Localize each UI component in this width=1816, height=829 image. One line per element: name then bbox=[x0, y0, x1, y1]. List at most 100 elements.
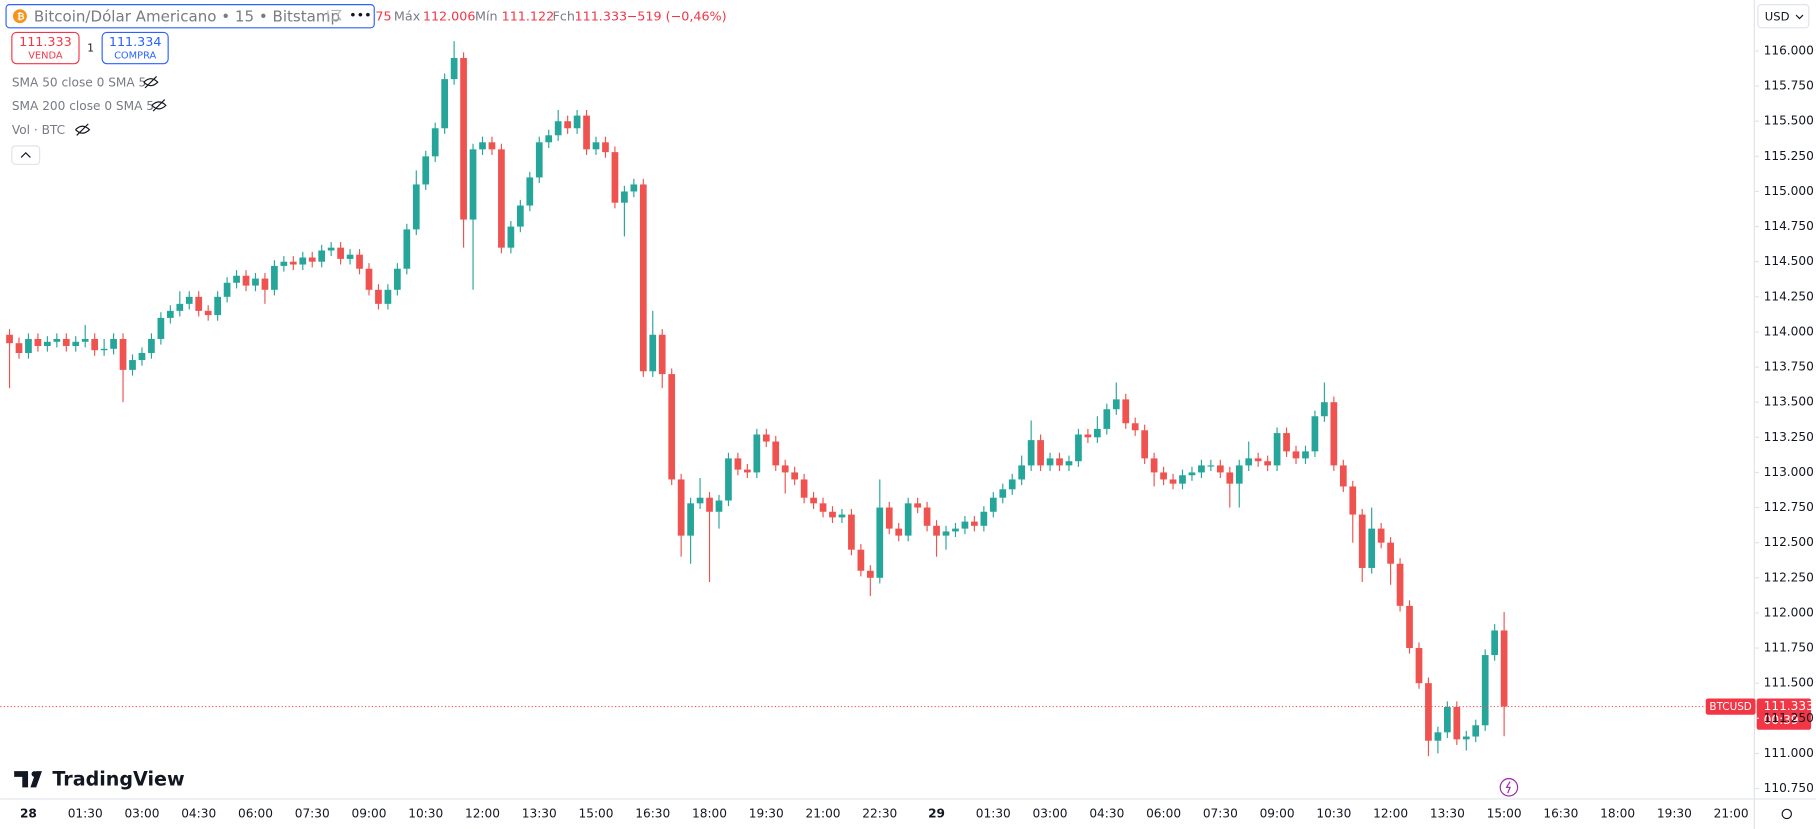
candle-body bbox=[1122, 399, 1130, 424]
candle-body bbox=[573, 115, 581, 129]
candle-body bbox=[658, 334, 666, 375]
candle-body bbox=[1472, 725, 1480, 737]
candle-body bbox=[1046, 458, 1054, 466]
candle-body bbox=[602, 142, 609, 153]
collapse-button[interactable] bbox=[11, 145, 41, 165]
candle-body bbox=[1216, 465, 1224, 473]
candle-body bbox=[829, 511, 836, 518]
candle-body bbox=[630, 184, 638, 192]
x-tick-label: 06:00 bbox=[238, 806, 273, 820]
candle-body bbox=[252, 278, 259, 286]
collapse-icon[interactable] bbox=[20, 152, 31, 158]
buy-label[interactable]: COMPRA bbox=[114, 51, 156, 62]
candle-body bbox=[1415, 648, 1423, 684]
candle-body bbox=[668, 374, 676, 480]
y-tick-label: 112.500 bbox=[1764, 535, 1814, 549]
x-tick-label: 19:30 bbox=[1657, 806, 1692, 820]
y-tick-label: 111.750 bbox=[1764, 641, 1814, 655]
candle-body bbox=[1075, 434, 1082, 462]
candle-body bbox=[791, 472, 799, 480]
candle-body bbox=[308, 257, 316, 262]
indicator-label[interactable]: Vol · BTC bbox=[12, 123, 65, 137]
more-icon[interactable]: ••• bbox=[349, 9, 372, 24]
candle-body bbox=[223, 282, 231, 297]
candle-body bbox=[289, 261, 297, 265]
x-tick-label: 09:00 bbox=[351, 806, 386, 820]
candle-body bbox=[422, 156, 430, 185]
y-tick-label: 112.000 bbox=[1764, 605, 1814, 619]
x-tick-label: 04:30 bbox=[181, 806, 216, 820]
candle-body bbox=[403, 229, 411, 269]
logo-dot bbox=[31, 771, 38, 777]
currency-label[interactable]: USD bbox=[1765, 9, 1790, 23]
candle-body bbox=[119, 338, 127, 370]
candle-body bbox=[488, 142, 496, 150]
candle-body bbox=[904, 503, 912, 536]
settings-icon[interactable] bbox=[1781, 808, 1792, 820]
sell-price[interactable]: 111.333 bbox=[19, 35, 72, 50]
x-tick-label: 13:30 bbox=[1430, 806, 1465, 820]
y-tick-label: 113.750 bbox=[1764, 360, 1814, 374]
currency-button[interactable] bbox=[1757, 4, 1810, 29]
candle-body bbox=[100, 348, 108, 351]
candle-body bbox=[365, 268, 373, 290]
candle-body bbox=[157, 317, 165, 339]
close-label: Fch bbox=[553, 9, 575, 24]
candle-body bbox=[800, 479, 808, 498]
currency-caret[interactable] bbox=[1795, 14, 1804, 20]
buy-button[interactable] bbox=[101, 31, 169, 65]
countdown: 00:39 bbox=[1764, 713, 1799, 727]
candle-body bbox=[1150, 458, 1158, 473]
candle-body bbox=[1131, 423, 1139, 431]
candle-body bbox=[1027, 440, 1035, 466]
candle-body bbox=[1444, 707, 1451, 733]
candle-body bbox=[1302, 451, 1309, 459]
candle-body bbox=[1254, 458, 1262, 462]
low-value: 111.122 bbox=[502, 9, 555, 24]
candle-body bbox=[1112, 399, 1120, 410]
candle-body bbox=[1396, 563, 1404, 606]
sell-label[interactable]: VENDA bbox=[28, 51, 63, 62]
candle-body bbox=[999, 489, 1007, 498]
candle-body bbox=[81, 338, 89, 342]
candle-body bbox=[554, 121, 562, 136]
y-tick-label: 113.250 bbox=[1764, 430, 1814, 444]
candle-body bbox=[346, 254, 354, 259]
flag-icon[interactable] bbox=[327, 9, 342, 22]
candle-body bbox=[233, 275, 240, 283]
symbol-title[interactable]: Bitcoin/Dólar Americano • 15 • Bitstamp bbox=[34, 7, 340, 25]
event-icon-bolt[interactable] bbox=[1505, 781, 1511, 794]
candle-body bbox=[526, 177, 534, 206]
candle-body bbox=[1037, 440, 1044, 466]
symbol-box[interactable] bbox=[5, 4, 375, 29]
x-tick-label: 21:00 bbox=[806, 806, 841, 820]
candle-body bbox=[441, 79, 449, 129]
candle-body bbox=[819, 503, 827, 512]
candle-body bbox=[280, 261, 288, 266]
candle-body bbox=[204, 310, 212, 316]
indicator-label[interactable]: SMA 50 close 0 SMA 5 bbox=[12, 75, 146, 89]
candle-body bbox=[1462, 736, 1470, 740]
candle-body bbox=[1245, 458, 1253, 466]
hidden-eye-icons[interactable] bbox=[75, 76, 167, 136]
candle-body bbox=[356, 254, 363, 269]
candle-body bbox=[1339, 465, 1347, 487]
candle-body bbox=[725, 458, 732, 501]
buy-price[interactable]: 111.334 bbox=[109, 35, 162, 50]
candle-body bbox=[696, 497, 704, 504]
x-tick-label: 19:30 bbox=[749, 806, 784, 820]
indicator-label[interactable]: SMA 200 close 0 SMA 5 bbox=[12, 99, 154, 113]
candle-body bbox=[621, 191, 628, 203]
candle-body bbox=[318, 250, 326, 262]
candle-body bbox=[961, 521, 969, 529]
close-value: 111.333 bbox=[575, 9, 628, 24]
y-tick-label: 112.750 bbox=[1764, 500, 1814, 514]
logo-icon bbox=[14, 771, 42, 788]
y-tick-label: 115.000 bbox=[1764, 184, 1814, 198]
candle-body bbox=[866, 570, 874, 578]
ticker-box bbox=[1705, 698, 1756, 715]
sell-button[interactable] bbox=[11, 31, 80, 65]
candle-body bbox=[394, 268, 401, 290]
high-label: Máx bbox=[394, 9, 421, 24]
